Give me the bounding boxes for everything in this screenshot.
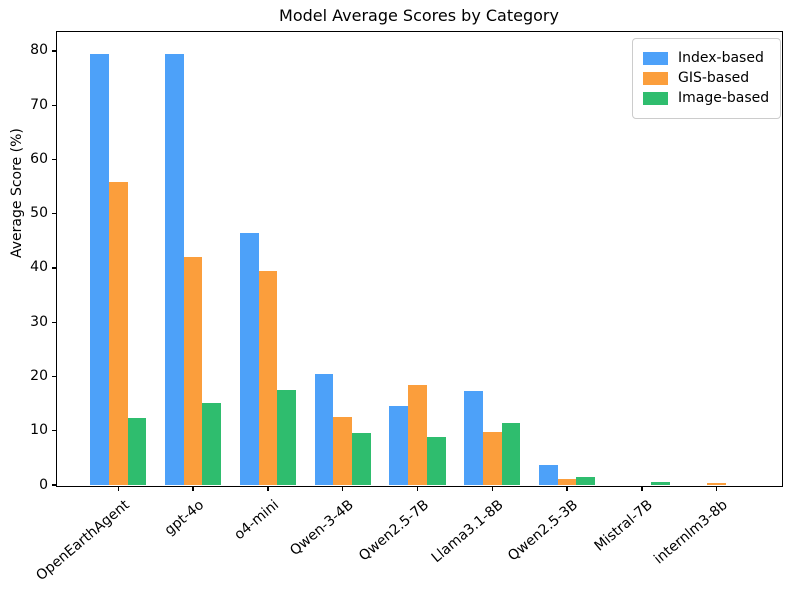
- x-tick-mark: [117, 485, 119, 491]
- bar-index-based-llama3.1-8b: [464, 390, 483, 485]
- y-tick-mark: [51, 158, 57, 161]
- x-tick-mark: [641, 485, 643, 491]
- bar-index-based-openearthagent: [90, 53, 109, 485]
- bar-gis-based-qwen2.5-3b: [557, 479, 577, 485]
- bar-gis-based-qwen2.5-7b: [408, 384, 427, 485]
- x-tick-mark: [491, 485, 493, 491]
- bar-index-based-qwen-3-4b: [314, 373, 334, 485]
- x-tick-label: gpt-4o: [162, 497, 208, 539]
- x-tick-mark: [192, 485, 194, 491]
- y-tick-mark: [51, 213, 57, 215]
- y-tick-mark: [51, 430, 57, 432]
- bar-index-based-qwen2.5-7b: [389, 405, 409, 485]
- bar-image-based-qwen2.5-3b: [576, 476, 596, 485]
- y-tick-label: 80: [30, 42, 48, 59]
- bar-index-based-gpt-4o: [165, 53, 184, 485]
- plot-area: [57, 32, 781, 485]
- bar-image-based-qwen2.5-7b: [426, 437, 446, 485]
- legend-item: Image-based: [643, 90, 769, 107]
- bar-gis-based-llama3.1-8b: [482, 432, 502, 485]
- y-tick-label: 40: [30, 259, 48, 276]
- bar-image-based-o4-mini: [277, 390, 296, 485]
- x-tick-label: OpenEarthAgent: [33, 497, 133, 585]
- legend-label: Index-based: [678, 50, 764, 66]
- x-tick-label: Qwen2.5-3B: [505, 497, 582, 565]
- legend-item: GIS-based: [643, 70, 769, 87]
- y-tick-label: 50: [30, 205, 48, 222]
- bar-gis-based-openearthagent: [108, 181, 128, 485]
- x-tick-label: o4-mini: [231, 497, 283, 544]
- chart-title: Model Average Scores by Category: [279, 6, 559, 25]
- y-tick-label: 70: [30, 96, 48, 113]
- x-tick-mark: [416, 485, 419, 491]
- legend-label: Image-based: [678, 90, 770, 106]
- x-tick-label: internlm3-8b: [651, 497, 731, 568]
- legend-label: GIS-based: [678, 70, 750, 86]
- y-tick-mark: [51, 267, 57, 269]
- y-tick-label: 60: [30, 150, 48, 167]
- y-tick-label: 30: [30, 313, 48, 330]
- y-tick-label: 10: [30, 422, 48, 439]
- bar-gis-based-o4-mini: [258, 270, 278, 485]
- bar-gis-based-qwen-3-4b: [333, 416, 353, 485]
- y-tick-mark: [51, 375, 57, 378]
- bar-image-based-mistral-7b: [651, 481, 670, 485]
- x-tick-label: Qwen2.5-7B: [355, 497, 432, 565]
- x-tick-mark: [716, 485, 718, 491]
- bar-gis-based-internlm3-8b: [707, 482, 727, 485]
- x-tick-label: Qwen-3-4B: [287, 497, 357, 560]
- y-tick-mark: [51, 104, 57, 106]
- x-tick-mark: [342, 485, 344, 491]
- y-tick-label: 20: [30, 367, 48, 384]
- bar-index-based-qwen2.5-3b: [539, 464, 558, 485]
- y-tick-label: 0: [39, 476, 48, 493]
- y-tick-mark: [51, 50, 57, 52]
- legend-item: Index-based: [643, 50, 769, 67]
- x-tick-label: Mistral-7B: [591, 497, 657, 555]
- x-tick-mark: [267, 485, 269, 491]
- y-tick-mark: [51, 321, 57, 323]
- legend: Index-based GIS-based Image-based: [632, 38, 782, 119]
- image-based-swatch-icon: [643, 92, 668, 105]
- bar-image-based-llama3.1-8b: [501, 423, 521, 485]
- bar-image-based-openearthagent: [127, 417, 147, 485]
- bar-index-based-o4-mini: [239, 233, 259, 485]
- bar-image-based-gpt-4o: [202, 403, 222, 485]
- gis-based-swatch-icon: [643, 72, 668, 85]
- x-tick-mark: [566, 485, 568, 491]
- bar-gis-based-gpt-4o: [183, 256, 203, 485]
- y-tick-mark: [51, 484, 57, 486]
- x-tick-label: Llama3.1-8B: [428, 497, 507, 567]
- bar-image-based-qwen-3-4b: [352, 433, 371, 485]
- index-based-swatch-icon: [643, 52, 668, 65]
